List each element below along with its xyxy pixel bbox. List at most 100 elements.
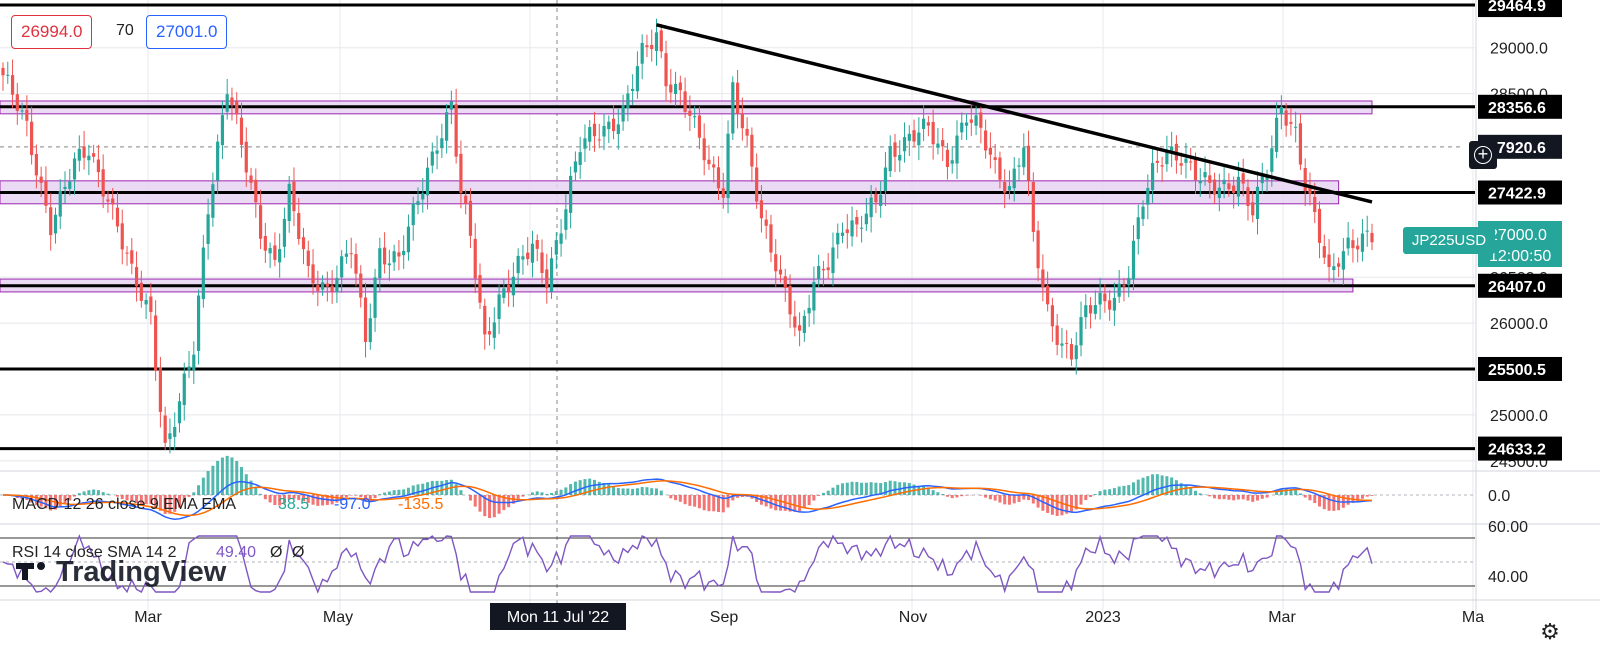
- macd-histogram-bar: [550, 493, 553, 495]
- macd-histogram-bar: [655, 488, 658, 495]
- candle-body: [607, 122, 610, 129]
- candle-body: [1017, 165, 1020, 166]
- macd-histogram-bar: [1056, 495, 1059, 516]
- candle-body: [183, 374, 186, 405]
- macd-histogram-bar: [703, 495, 706, 510]
- candle-body: [588, 127, 591, 142]
- macd-histogram-bar: [645, 487, 648, 495]
- candle-body: [884, 168, 887, 192]
- candle-body: [812, 282, 815, 310]
- candle-body: [879, 195, 882, 206]
- candle-body: [707, 160, 710, 164]
- candle-body: [140, 283, 143, 301]
- candle-body: [6, 75, 9, 76]
- candle-body: [125, 253, 128, 254]
- macd-histogram-bar: [932, 490, 935, 495]
- macd-histogram-bar: [1332, 495, 1335, 511]
- candle-body: [235, 102, 238, 115]
- candle-body: [779, 270, 782, 275]
- candle-body: [545, 269, 548, 288]
- candle-body: [602, 126, 605, 137]
- candle-body: [1361, 234, 1364, 252]
- candle-body: [1036, 231, 1039, 269]
- candle-body: [1246, 187, 1249, 206]
- macd-histogram-bar: [259, 494, 262, 495]
- candle-body: [292, 182, 295, 211]
- macd-histogram-bar: [956, 495, 959, 497]
- candle-body: [407, 227, 410, 253]
- macd-histogram-bar: [216, 461, 219, 495]
- macd-histogram-bar: [1118, 487, 1121, 495]
- candle-body: [321, 282, 324, 289]
- macd-histogram-bar: [893, 481, 896, 495]
- macd-histogram-bar: [1008, 495, 1011, 505]
- macd-histogram-bar: [626, 489, 629, 495]
- macd-histogram-bar: [269, 495, 272, 502]
- macd-histogram-bar: [636, 488, 639, 495]
- candle-body: [59, 191, 62, 217]
- macd-histogram-bar: [402, 489, 405, 495]
- candle-body: [1184, 159, 1187, 163]
- time-axis-label: 2023: [1085, 609, 1121, 626]
- candle-body: [402, 251, 405, 255]
- candle-body: [350, 253, 353, 254]
- candle-body: [30, 122, 33, 155]
- candle-body: [230, 97, 233, 104]
- macd-histogram-bar: [264, 495, 267, 499]
- candle-body: [1180, 163, 1183, 165]
- macd-histogram-bar: [1037, 495, 1040, 508]
- macd-histogram-bar: [1156, 474, 1159, 495]
- rsi-legend-extra: Ø: [292, 544, 304, 561]
- macd-histogram-bar: [1080, 495, 1083, 505]
- candle-body: [1127, 278, 1130, 285]
- macd-histogram-bar: [192, 492, 195, 495]
- candle-body: [455, 104, 458, 156]
- candle-body: [726, 134, 729, 198]
- candle-body: [831, 247, 834, 273]
- bid-price-box[interactable]: 26994.0: [11, 15, 92, 49]
- candle-body: [145, 300, 148, 304]
- macd-histogram-bar: [1370, 495, 1373, 496]
- candle-body: [817, 266, 820, 279]
- candle-body: [44, 181, 47, 205]
- add-alert-plus-icon[interactable]: [1469, 141, 1497, 169]
- candle-body: [645, 45, 648, 47]
- candle-body: [1323, 246, 1326, 258]
- candle-body: [49, 207, 52, 235]
- macd-histogram-bar: [679, 495, 682, 502]
- candle-body: [674, 84, 677, 94]
- macd-histogram-bar: [808, 495, 811, 505]
- candle-body: [1084, 305, 1087, 317]
- macd-histogram-bar: [989, 495, 992, 499]
- settings-gear-icon[interactable]: ⚙: [1538, 620, 1562, 644]
- candle-body: [979, 112, 982, 127]
- candle-body: [1356, 246, 1359, 250]
- candle-body: [1227, 183, 1230, 189]
- candle-body: [16, 94, 19, 111]
- level-price-label: 29464.9: [1488, 0, 1546, 15]
- candle-body: [641, 43, 644, 64]
- macd-histogram-bar: [865, 483, 868, 495]
- candle-body: [307, 251, 310, 266]
- macd-histogram-bar: [507, 495, 510, 507]
- level-price-label: 26407.0: [1488, 279, 1546, 296]
- macd-histogram-bar: [197, 485, 200, 495]
- candle-body: [507, 285, 510, 292]
- candle-body: [1137, 217, 1140, 239]
- current-price-label: 27000.0: [1489, 227, 1547, 244]
- candle-body: [25, 110, 28, 121]
- candle-body: [1032, 182, 1035, 232]
- macd-histogram-bar: [226, 456, 229, 495]
- macd-histogram-bar: [235, 461, 238, 495]
- macd-histogram-bar: [812, 495, 815, 501]
- candle-body: [1189, 161, 1192, 162]
- candle-body: [1203, 172, 1206, 177]
- candle-body: [483, 306, 486, 335]
- ask-price-box[interactable]: 27001.0: [146, 15, 227, 49]
- macd-histogram-bar: [817, 495, 820, 496]
- candle-countdown-label: 12:00:50: [1489, 248, 1551, 265]
- candle-body: [1275, 118, 1278, 152]
- candle-body: [569, 176, 572, 213]
